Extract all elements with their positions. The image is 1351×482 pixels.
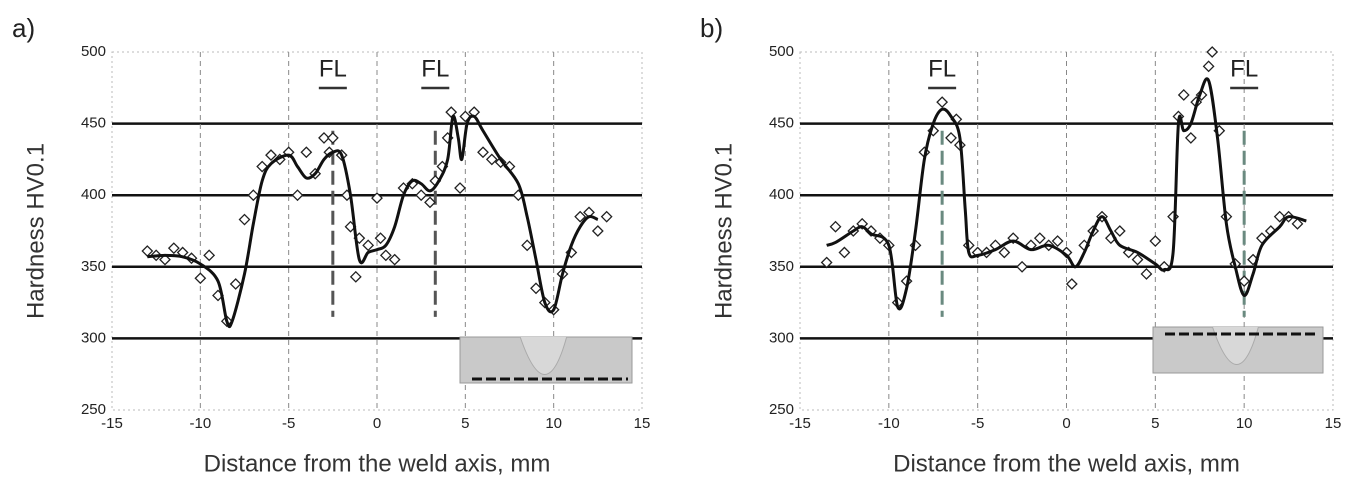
data-point xyxy=(194,272,207,285)
x-tick-label: 10 xyxy=(545,415,562,432)
data-point xyxy=(362,239,375,252)
data-point xyxy=(1016,260,1028,273)
y-tick-label: 400 xyxy=(81,186,106,203)
data-point xyxy=(1065,278,1078,290)
data-point xyxy=(203,249,216,262)
data-point xyxy=(1184,132,1197,144)
y-tick-label: 450 xyxy=(81,115,106,132)
data-point xyxy=(247,189,260,202)
data-point xyxy=(379,249,392,262)
data-point xyxy=(600,210,613,223)
annotation: FL xyxy=(319,55,347,82)
y-tick-label: 250 xyxy=(81,401,106,418)
data-point xyxy=(1149,235,1162,247)
data-point xyxy=(1051,235,1064,247)
data-point xyxy=(477,146,489,159)
y-tick-label: 400 xyxy=(769,186,794,203)
data-point xyxy=(415,189,428,202)
y-tick-label: 350 xyxy=(769,258,794,275)
data-point xyxy=(1238,275,1251,288)
data-point xyxy=(1177,89,1190,101)
data-point xyxy=(238,213,251,226)
x-axis-label: Distance from the weld axis, mm xyxy=(204,450,551,477)
data-point xyxy=(374,232,387,245)
data-point xyxy=(1273,210,1286,223)
data-point xyxy=(300,146,313,159)
fit-line xyxy=(147,114,599,329)
data-point xyxy=(265,149,277,162)
y-tick-label: 250 xyxy=(769,401,794,418)
data-point xyxy=(998,246,1011,259)
data-point xyxy=(167,242,180,255)
x-tick-label: -15 xyxy=(101,415,123,432)
x-tick-label: -5 xyxy=(282,415,295,432)
x-tick-label: -5 xyxy=(971,415,984,432)
data-point xyxy=(936,96,949,109)
data-point xyxy=(159,253,171,266)
data-point xyxy=(318,132,330,144)
data-point xyxy=(454,182,466,194)
data-point xyxy=(1202,60,1215,73)
data-point xyxy=(1167,210,1180,223)
data-point xyxy=(256,160,269,173)
data-point xyxy=(909,239,922,252)
panel: 250 300 350 400 450 500 -15 -10 -5 0 5 10 15 Distance… xyxy=(700,13,1341,477)
panel: 250 300 350 400 450 500 -15 -10 -5 0 5 10 15 Distance… xyxy=(12,13,650,477)
data-point xyxy=(1291,217,1304,230)
y-axis-label: Hardness HV0.1 xyxy=(710,143,737,319)
data-point xyxy=(229,278,242,290)
data-point xyxy=(521,239,534,252)
x-tick-label: -10 xyxy=(189,415,211,432)
data-point xyxy=(291,189,304,202)
inset-weld xyxy=(1212,326,1259,365)
y-tick-label: 500 xyxy=(769,43,794,60)
data-point xyxy=(326,132,339,144)
annotation: FL xyxy=(1230,55,1258,82)
x-tick-label: 15 xyxy=(1325,415,1342,432)
data-point xyxy=(945,132,957,144)
y-axis-label: Hardness HV0.1 xyxy=(22,143,49,319)
data-point xyxy=(838,246,851,259)
fit-line xyxy=(826,77,1307,311)
panel-label: a) xyxy=(12,13,35,43)
data-point xyxy=(388,253,401,266)
data-point xyxy=(1131,253,1144,266)
data-point xyxy=(530,282,542,295)
data-point xyxy=(141,245,154,257)
x-tick-label: 0 xyxy=(373,415,381,432)
data-point xyxy=(1206,46,1219,58)
x-tick-label: -10 xyxy=(878,415,900,432)
panel-label: b) xyxy=(700,13,723,43)
x-tick-label: -15 xyxy=(789,415,811,432)
y-tick-label: 350 xyxy=(81,258,106,275)
annotation: FL xyxy=(928,55,956,82)
x-tick-label: 0 xyxy=(1062,415,1070,432)
x-tick-label: 15 xyxy=(634,415,651,432)
data-point xyxy=(371,192,383,204)
data-point xyxy=(829,220,842,233)
data-point xyxy=(574,210,587,223)
data-point xyxy=(1033,232,1046,245)
inset-weld xyxy=(519,336,568,375)
data-point xyxy=(820,256,833,269)
y-tick-label: 450 xyxy=(769,115,794,132)
data-point xyxy=(591,225,604,237)
x-tick-label: 5 xyxy=(1151,415,1159,432)
y-tick-label: 300 xyxy=(769,329,794,346)
data-point xyxy=(1140,268,1153,280)
data-point xyxy=(485,153,498,166)
data-point xyxy=(1113,225,1126,237)
y-tick-label: 300 xyxy=(81,329,106,346)
x-tick-label: 10 xyxy=(1236,415,1253,432)
y-tick-label: 500 xyxy=(81,43,106,60)
annotation: FL xyxy=(421,55,449,82)
x-tick-label: 5 xyxy=(461,415,469,432)
x-axis-label: Distance from the weld axis, mm xyxy=(893,450,1240,477)
data-point xyxy=(349,270,362,283)
data-point xyxy=(424,196,436,209)
data-point xyxy=(494,156,507,169)
